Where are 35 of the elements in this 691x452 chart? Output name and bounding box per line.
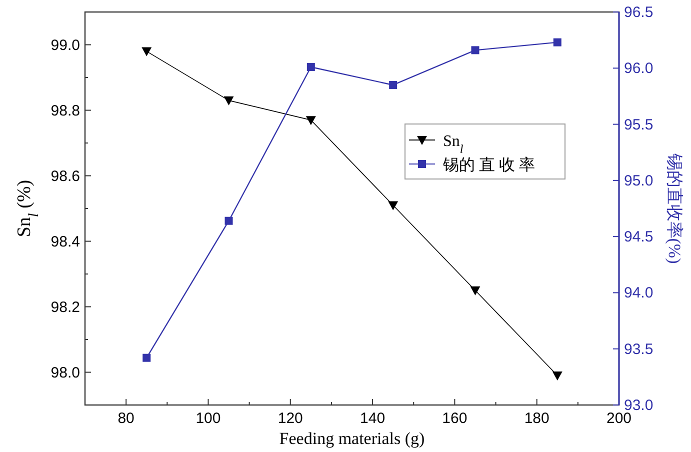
point [471, 46, 480, 54]
point [388, 201, 398, 210]
y2-tick-label: 95.5 [624, 116, 654, 134]
y-tick-label: 98.2 [50, 298, 80, 316]
point [389, 80, 398, 89]
y2-tick-label: 94.0 [624, 284, 654, 302]
legend-label: 锡的 直 收 率 [442, 156, 535, 174]
y2-axis-title: 锡的直收率(%) [665, 152, 684, 264]
x-axis-title: Feeding materials (g) [279, 429, 425, 448]
point [470, 286, 480, 296]
point [306, 63, 315, 72]
x-tick-label: 160 [442, 410, 468, 427]
x-tick-label: 180 [524, 410, 550, 427]
y2-tick-label: 94.5 [624, 228, 654, 246]
point [306, 116, 316, 126]
y2-tick-label: 95.0 [624, 172, 654, 190]
x-tick-label: 140 [360, 410, 386, 427]
point [224, 216, 233, 225]
x-tick-label: 80 [118, 410, 134, 427]
x-tick-label: 120 [278, 410, 303, 427]
x-tick-label: 100 [196, 410, 221, 427]
y-tick-label: 99.0 [50, 36, 80, 54]
y-tick-label: 98.0 [50, 364, 80, 382]
y-tick-label: 98.4 [50, 233, 80, 250]
point [142, 47, 152, 56]
y-tick-label: 98.8 [50, 102, 80, 120]
point [552, 372, 562, 381]
y2-tick-label: 96.5 [624, 4, 654, 21]
legend-label: Sn$_{l}$ [443, 133, 464, 156]
point [142, 354, 151, 362]
y2-tick-label: 93.5 [624, 340, 654, 358]
point [553, 38, 562, 46]
y-tick-label: 98.6 [50, 168, 80, 185]
y2-tick-label: 96.0 [624, 60, 654, 78]
point [224, 96, 234, 106]
